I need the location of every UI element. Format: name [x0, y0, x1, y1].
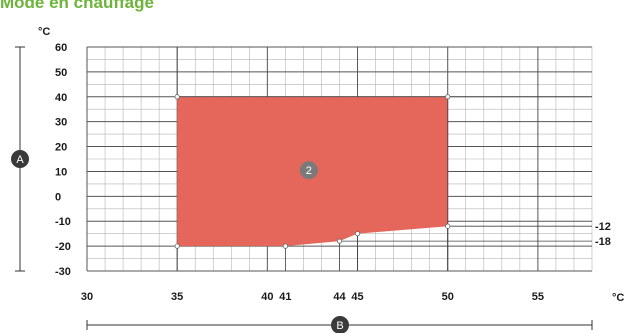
- x-axis-marker-circle: [331, 316, 349, 333]
- y-tick-label: 60: [55, 42, 67, 54]
- x-tick-label: 40: [261, 291, 273, 303]
- x-unit-label: °C: [612, 292, 624, 304]
- x-tick-label: 30: [81, 291, 93, 303]
- corner-point: [445, 223, 451, 229]
- x-tick-label: 44: [333, 291, 346, 303]
- x-tick-label: 45: [351, 291, 363, 303]
- y-tick-label: -10: [55, 216, 71, 228]
- y-tick-label: 20: [55, 142, 67, 154]
- y-axis-dimension: A: [11, 46, 29, 272]
- x-tick-labels: 30 35 40 41 44 45 50 55: [81, 291, 544, 303]
- corner-point: [445, 94, 451, 100]
- x-tick-label: 41: [279, 291, 291, 303]
- x-tick-label: 50: [442, 291, 454, 303]
- corner-point: [354, 231, 361, 237]
- y-tick-label: 0: [55, 191, 61, 203]
- corner-point: [282, 243, 288, 249]
- region-badge: 2: [299, 161, 318, 180]
- y-tick-label: -30: [55, 266, 71, 278]
- y-axis-marker-label: A: [16, 154, 24, 166]
- x-axis-marker-label: B: [336, 320, 343, 332]
- corner-point: [174, 94, 180, 100]
- right-value-labels: -12-18: [595, 221, 611, 248]
- right-value-label: -18: [595, 236, 611, 248]
- region-badge-label: 2: [306, 165, 312, 177]
- corner-points: [174, 94, 451, 249]
- x-tick-label: 55: [532, 291, 544, 303]
- region-badge-circle: [299, 161, 318, 180]
- x-axis-dimension: B: [86, 316, 593, 333]
- y-tick-label: 50: [55, 67, 67, 79]
- y-axis-marker-circle: [11, 150, 29, 168]
- corner-point: [174, 243, 180, 249]
- y-tick-labels: 60 50 40 30 20 10 0 -10 -20 -30: [55, 42, 71, 278]
- y-tick-label: 40: [55, 92, 67, 104]
- right-value-label: -12: [595, 221, 611, 233]
- corner-point: [336, 238, 343, 244]
- y-unit-label: °C: [38, 26, 50, 38]
- y-tick-label: -20: [55, 241, 71, 253]
- x-tick-label: 35: [171, 291, 183, 303]
- y-tick-label: 10: [55, 166, 67, 178]
- y-tick-label: 30: [55, 117, 67, 129]
- chart-title: Mode en chauffage: [0, 0, 154, 12]
- reference-lines: [176, 47, 592, 271]
